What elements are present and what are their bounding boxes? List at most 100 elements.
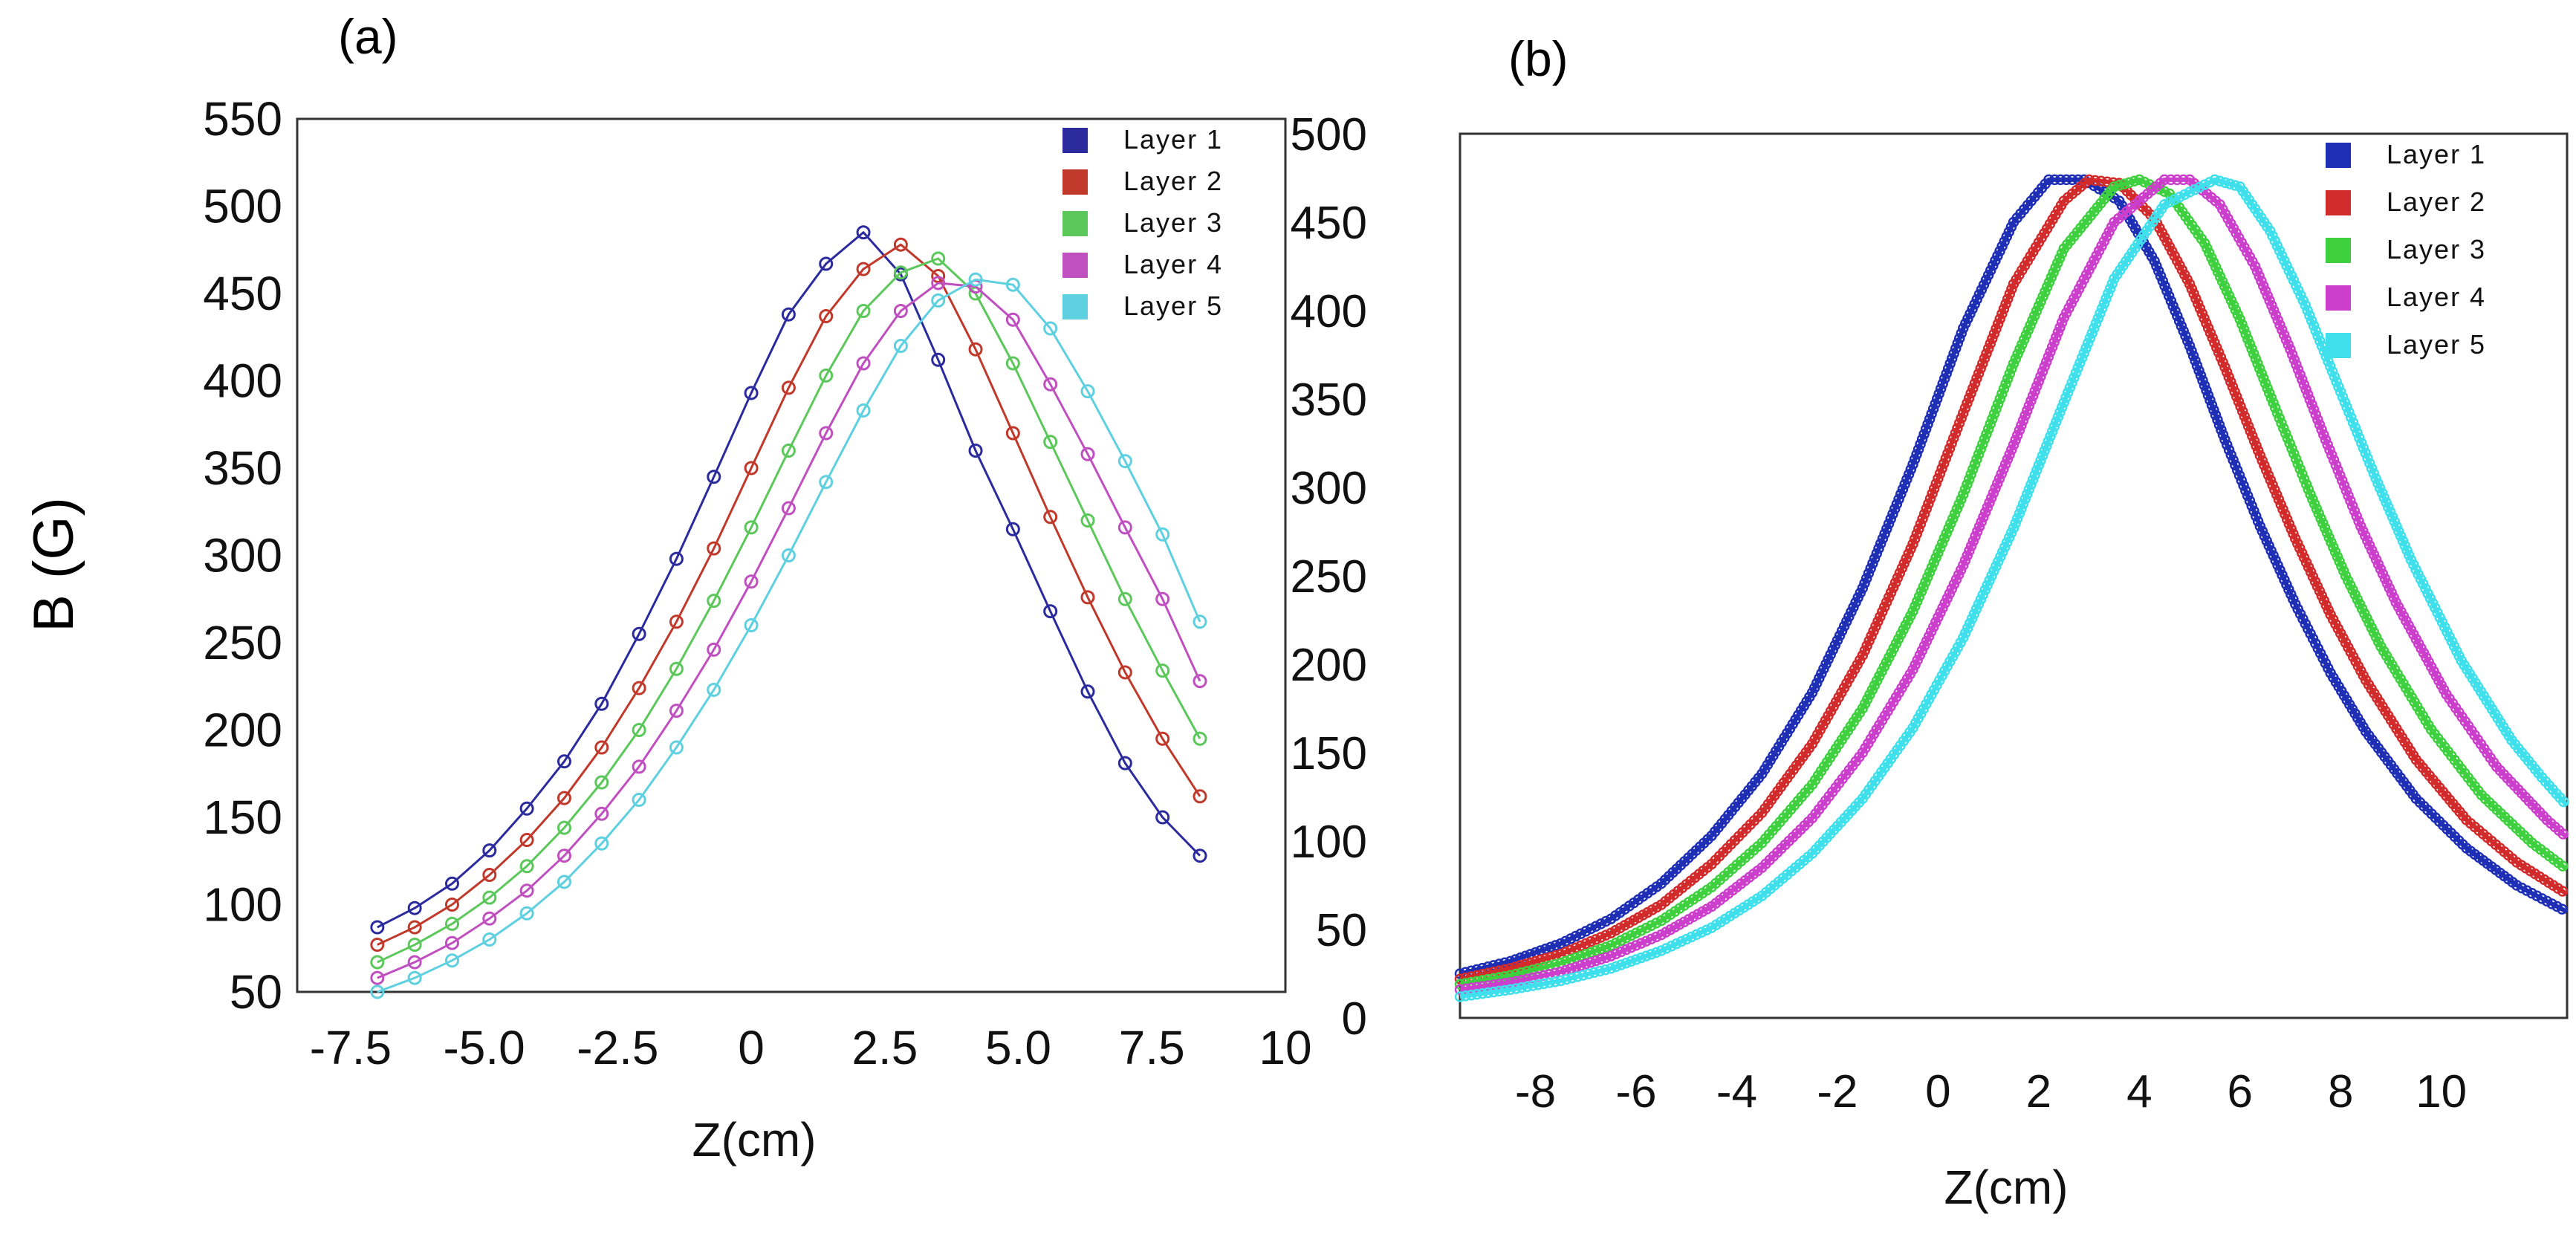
x-tick-label: 10	[2416, 1066, 2467, 1117]
data-point-layer-1	[2231, 464, 2243, 476]
data-point-layer-1	[2208, 404, 2219, 416]
data-point-layer-1	[2161, 285, 2173, 296]
data-point-layer-3	[2002, 373, 2014, 384]
data-point-layer-5	[2084, 332, 2096, 344]
data-point-layer-1	[2151, 260, 2162, 272]
data-point-layer-2	[1952, 423, 1963, 434]
data-point-layer-3	[2004, 368, 2016, 380]
data-point-layer-5	[2229, 180, 2241, 191]
data-point-layer-2	[1924, 493, 1936, 504]
data-point-layer-4	[1973, 521, 1985, 533]
legend-label-layer-1: Layer 1	[2387, 139, 2486, 169]
data-point-layer-5	[2310, 325, 2322, 337]
data-point-layer-4	[2035, 371, 2046, 382]
y-tick-label: 400	[203, 354, 282, 408]
data-point-layer-4	[2023, 400, 2035, 412]
data-point-layer-4	[557, 848, 571, 863]
data-point-layer-4	[2322, 439, 2333, 450]
data-point-layer-4	[2272, 314, 2284, 326]
data-point-layer-1	[1877, 533, 1889, 545]
data-point-layer-4	[2004, 449, 2015, 461]
data-point-layer-2	[2242, 421, 2254, 432]
data-point-layer-3	[2134, 174, 2145, 186]
data-point-layer-5	[1476, 987, 1488, 999]
data-point-layer-5	[2339, 396, 2351, 408]
data-point-layer-1	[1885, 513, 1896, 525]
data-point-layer-3	[1930, 552, 1941, 563]
data-point-layer-5	[2046, 426, 2058, 438]
data-point-layer-2	[2184, 279, 2196, 290]
data-point-layer-3	[1918, 581, 1929, 593]
data-point-layer-2	[2273, 494, 2285, 505]
data-point-layer-2	[1946, 438, 1957, 449]
series-line-layer-4	[377, 282, 1201, 979]
data-point-layer-1	[1954, 333, 1965, 344]
data-point-layer-4	[856, 356, 871, 371]
data-point-layer-2	[2260, 464, 2272, 476]
data-point-layer-1	[2155, 270, 2167, 282]
data-point-layer-5	[2306, 315, 2317, 326]
data-point-layer-4	[2318, 429, 2329, 441]
data-point-layer-3	[1527, 964, 1539, 976]
data-point-layer-4	[1635, 938, 1647, 949]
data-point-layer-5	[2347, 417, 2359, 428]
data-point-layer-5	[2362, 452, 2373, 464]
data-point-layer-1	[1080, 684, 1095, 699]
data-point-layer-3	[1996, 388, 2008, 400]
data-point-layer-3	[2294, 463, 2306, 475]
x-tick-label: -5.0	[443, 1021, 525, 1074]
data-point-layer-2	[2219, 361, 2231, 373]
data-point-layer-2	[2095, 175, 2107, 187]
data-point-layer-3	[1958, 489, 1969, 500]
x-tick-label: 6	[2228, 1066, 2253, 1117]
data-point-layer-4	[781, 501, 796, 516]
data-point-layer-1	[1926, 408, 1937, 420]
data-point-layer-3	[1920, 577, 1931, 588]
data-point-layer-3	[2258, 372, 2269, 384]
data-point-layer-4	[2343, 490, 2354, 502]
data-point-layer-2	[1950, 427, 1962, 439]
data-point-layer-4	[2254, 270, 2265, 282]
data-point-layer-4	[2557, 828, 2569, 840]
data-point-layer-2	[2199, 313, 2210, 324]
data-point-layer-4	[2310, 409, 2321, 421]
data-point-layer-3	[2006, 363, 2017, 374]
data-point-layer-5	[2054, 406, 2066, 418]
data-point-layer-1	[819, 256, 834, 271]
data-point-layer-3	[1953, 499, 1965, 510]
y-tick-label: 300	[203, 529, 282, 583]
data-point-layer-1	[2184, 340, 2196, 351]
data-point-layer-4	[2027, 390, 2039, 402]
data-point-layer-3	[1626, 929, 1637, 941]
data-point-layer-4	[2274, 319, 2285, 331]
data-point-layer-5	[407, 970, 422, 985]
data-point-layer-5	[2354, 432, 2365, 444]
data-point-layer-3	[1913, 591, 1925, 603]
data-point-layer-4	[1585, 957, 1597, 968]
data-point-layer-5	[968, 272, 983, 287]
data-point-layer-1	[1879, 528, 1890, 539]
data-point-layer-4	[2302, 389, 2314, 400]
data-point-layer-2	[2223, 371, 2234, 383]
data-point-layer-5	[2074, 357, 2086, 369]
data-point-layer-5	[1666, 941, 1677, 952]
data-point-layer-2	[2201, 317, 2212, 329]
data-point-layer-3	[1922, 571, 1933, 583]
data-point-layer-5	[1516, 982, 1528, 993]
data-point-layer-1	[1871, 548, 1883, 559]
data-point-layer-5	[1635, 952, 1647, 964]
data-point-layer-2	[1969, 377, 1981, 389]
data-point-layer-4	[2014, 424, 2025, 436]
data-point-layer-5	[1465, 990, 1477, 1001]
data-point-layer-4	[1605, 950, 1617, 961]
data-point-layer-3	[744, 520, 759, 535]
data-point-layer-2	[1600, 929, 1612, 941]
data-point-layer-3	[2290, 453, 2302, 464]
data-point-layer-4	[2336, 475, 2348, 486]
data-point-layer-4	[1482, 980, 1493, 991]
data-point-layer-4	[2256, 275, 2267, 287]
data-point-layer-4	[2031, 380, 2043, 392]
data-point-layer-5	[1650, 947, 1662, 958]
data-point-layer-2	[2204, 327, 2216, 339]
data-point-layer-5	[2325, 360, 2336, 372]
